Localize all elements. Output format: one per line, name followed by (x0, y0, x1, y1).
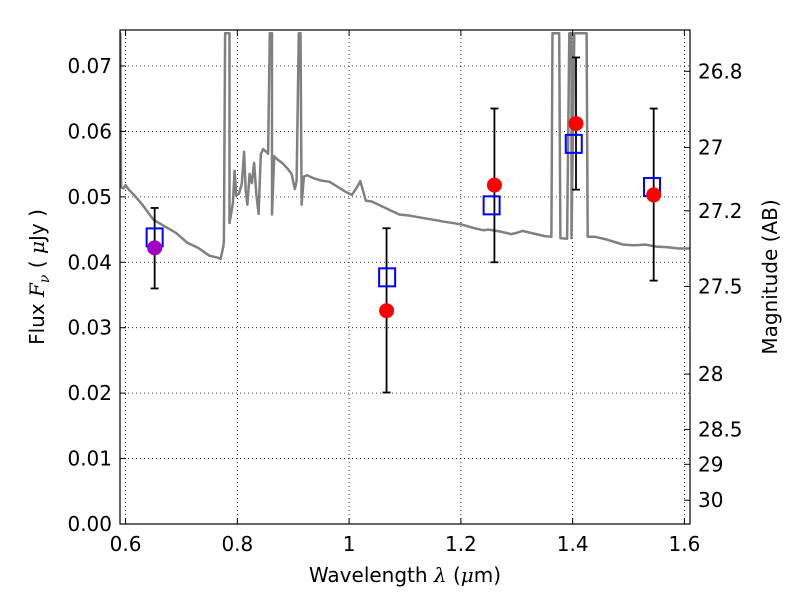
x-axis-title-symbol: λ (433, 563, 447, 587)
y-tick-label: 0.03 (67, 316, 112, 340)
grid-lines (120, 30, 690, 525)
y-tick-label: 0.01 (67, 447, 112, 471)
y2-tick-label: 26.8 (698, 59, 743, 83)
y-tick-label: 0.06 (67, 119, 112, 143)
y-axis-title-unit-open: ( (25, 254, 49, 275)
x-tick-label: 0.6 (110, 532, 142, 556)
x-axis-title-prefix: Wavelength (309, 563, 434, 587)
observed-flux-marker (379, 303, 395, 319)
observed-flux-marker (568, 116, 584, 132)
y2-tick-label: 28.5 (698, 417, 743, 441)
y-tick-label: 0.00 (67, 512, 112, 536)
x-axis-title: Wavelength λ (μm) (309, 563, 501, 587)
y2-tick-label: 27 (698, 135, 723, 159)
observed-flux-marker (486, 177, 502, 193)
y2-tick-label: 27.5 (698, 274, 743, 298)
y-axis-title-subscript: ν (37, 274, 53, 283)
data-layer (120, 32, 690, 394)
observed-flux-marker (147, 240, 163, 256)
x-tick-label: 1.6 (669, 532, 701, 556)
model-square-marker (378, 267, 397, 288)
observed-flux-marker (646, 187, 662, 203)
x-axis-title-unit-open: ( (447, 563, 461, 587)
x-tick-label: 1 (343, 532, 356, 556)
y2-tick-label: 27.2 (698, 199, 743, 223)
plot-frame (119, 29, 691, 525)
y-tick-label: 0.07 (67, 54, 112, 78)
sed-model-line (120, 32, 690, 261)
y2-tick-label: 30 (698, 488, 723, 512)
y-axis-title-symbol: F (25, 282, 49, 298)
x-axis-title-mu: μ (461, 563, 474, 587)
model-square-marker (482, 195, 501, 216)
y-tick-label: 0.05 (67, 185, 112, 209)
model-square-marker (564, 133, 583, 154)
y-tick-label: 0.04 (67, 250, 112, 274)
y-axis-title: Flux Fν ( μJy ) (25, 209, 53, 345)
x-tick-label: 1.2 (445, 532, 477, 556)
x-tick-label: 1.4 (557, 532, 589, 556)
y-axis-title-unit: Jy ) (25, 209, 49, 243)
axis-ticks: 0.6 0.8 1 1.2 1.4 1.6 0.00 0.01 0.02 0.03 0.04 0.05… (67, 30, 743, 556)
y-axis-title-prefix: Flux (25, 297, 49, 345)
y2-axis-title: Magnitude (AB) (758, 199, 782, 354)
y-axis-title-mu: μ (25, 241, 49, 254)
y2-tick-label: 28 (698, 362, 723, 386)
x-tick-label: 0.8 (221, 532, 253, 556)
y2-tick-label: 29 (698, 452, 723, 476)
x-axis-title-unit: m) (474, 563, 501, 587)
y-tick-label: 0.02 (67, 381, 112, 405)
